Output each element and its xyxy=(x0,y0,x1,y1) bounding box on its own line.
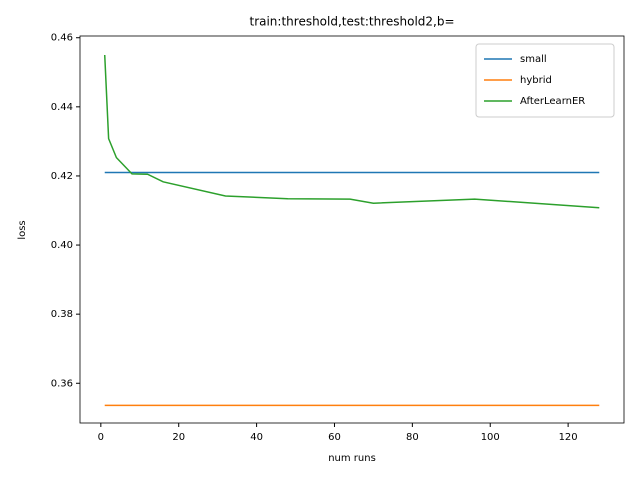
plot-frame xyxy=(79,35,625,424)
line-series xyxy=(103,54,600,209)
x-tick-label: 60 xyxy=(328,432,341,443)
y-tick-label: 0.42 xyxy=(51,171,73,182)
y-tick-label: 0.36 xyxy=(51,378,73,389)
y-tick-label: 0.44 xyxy=(51,102,73,113)
x-axis-label: num runs xyxy=(328,453,376,464)
y-tick-label: 0.46 xyxy=(51,33,73,44)
x-tick-label: 100 xyxy=(481,432,500,443)
x-tick-label: 0 xyxy=(98,432,104,443)
x-tick-label: 20 xyxy=(172,432,185,443)
x-tick-label: 80 xyxy=(406,432,419,443)
y-tick-label: 0.38 xyxy=(51,309,73,320)
legend-label: small xyxy=(520,54,547,65)
chart-title: train:threshold,test:threshold2,b= xyxy=(249,15,454,29)
legend-box xyxy=(475,43,615,118)
y-tick-label: 0.40 xyxy=(51,240,73,251)
x-tick-label: 120 xyxy=(559,432,578,443)
legend-label: AfterLearnER xyxy=(520,96,585,107)
y-axis-label: loss xyxy=(17,220,28,239)
x-tick-label: 40 xyxy=(250,432,263,443)
legend-label: hybrid xyxy=(520,75,552,86)
